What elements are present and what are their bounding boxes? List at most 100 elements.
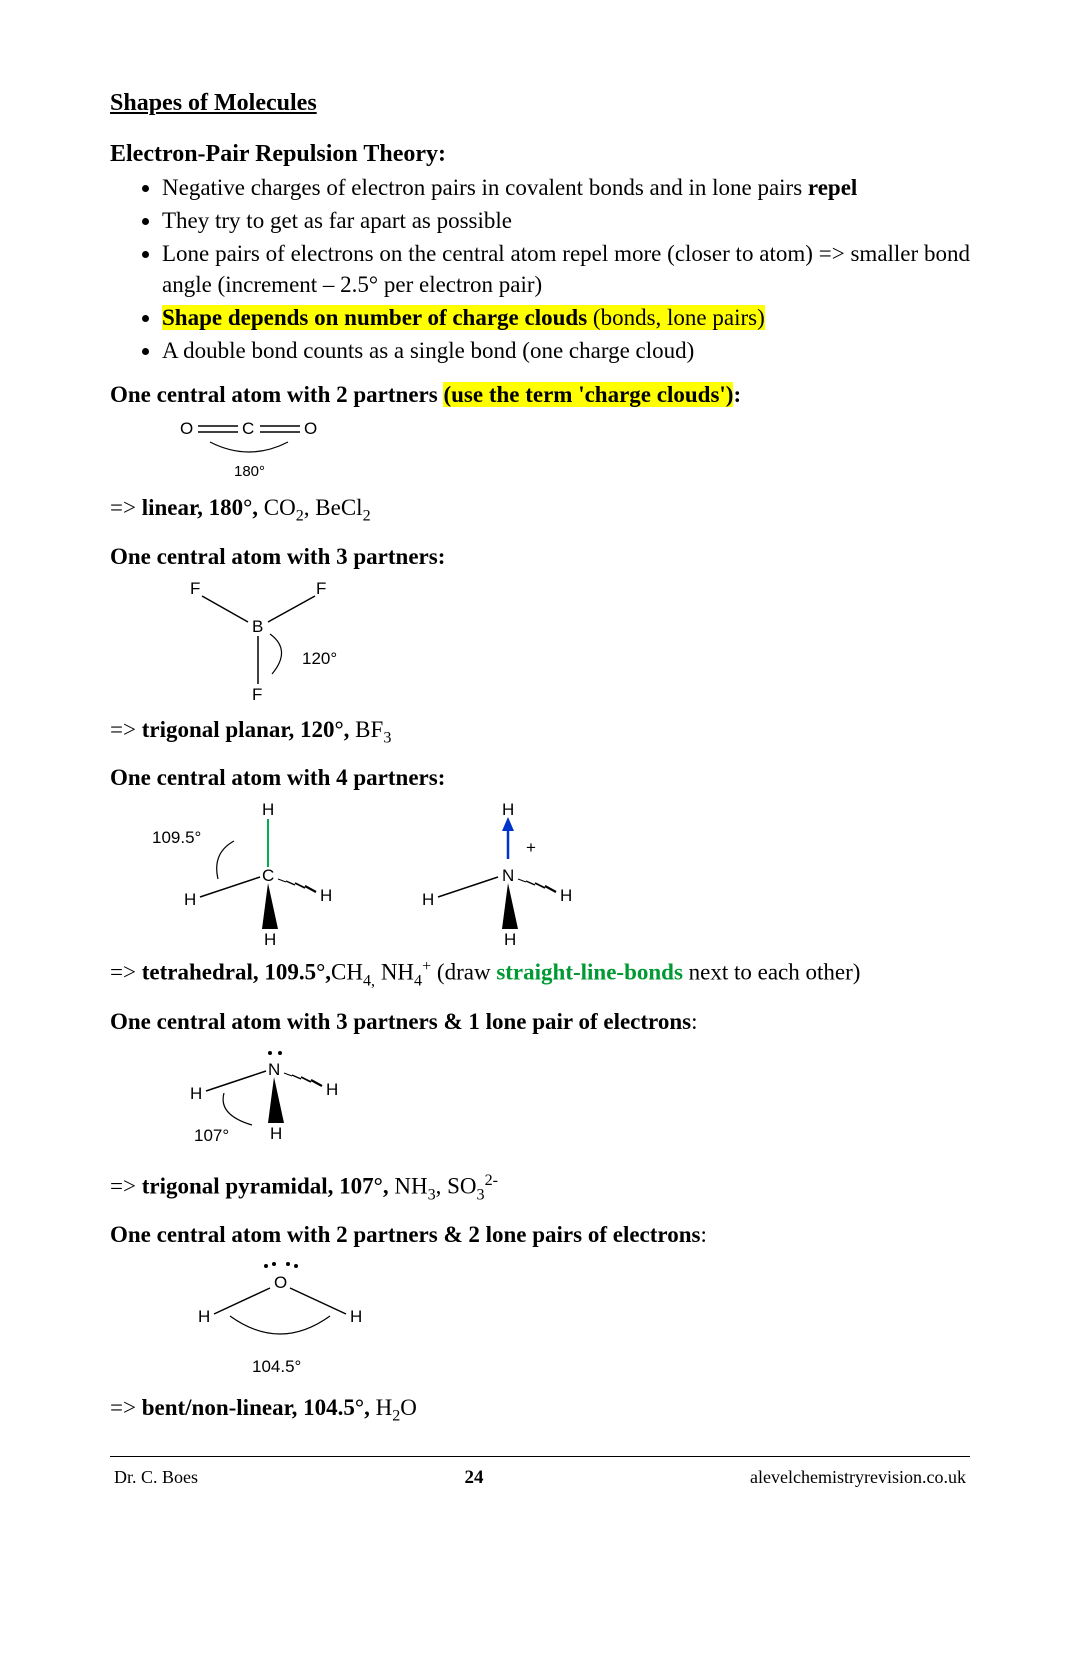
list-item: They try to get as far apart as possible xyxy=(162,205,970,236)
angle-label: 120° xyxy=(302,649,337,668)
svg-text:H: H xyxy=(198,1307,210,1326)
text: (draw xyxy=(431,960,496,985)
head-text: One central atom with 3 partners & 1 lon… xyxy=(110,1009,691,1034)
diagram-linear: O C O 180° xyxy=(170,414,970,489)
svg-text:H: H xyxy=(422,890,434,909)
highlight-text: Shape depends on number of charge clouds… xyxy=(162,305,765,330)
diagram-bent: O H H 104.5° xyxy=(170,1254,970,1389)
section-head-4partners: One central atom with 4 partners: xyxy=(110,765,970,791)
sub: 3 xyxy=(428,1186,436,1203)
svg-text:F: F xyxy=(190,579,200,598)
formula: CO xyxy=(264,495,296,520)
list-item: A double bond counts as a single bond (o… xyxy=(162,335,970,366)
formula: , SO xyxy=(436,1173,477,1198)
result-linear: => linear, 180°, CO2, BeCl2 xyxy=(110,495,970,526)
diagram-trigonal: F F B F 120° xyxy=(170,576,970,711)
formula: NH xyxy=(375,960,414,985)
head-text: One central atom with 2 partners xyxy=(110,382,443,407)
svg-text:H: H xyxy=(560,886,572,905)
svg-text:H: H xyxy=(320,886,332,905)
angle-label: 109.5° xyxy=(152,828,201,847)
highlight-text: (use the term 'charge clouds') xyxy=(443,382,733,407)
trigonal-svg: F F B F 120° xyxy=(170,576,430,706)
section-head-2partners: One central atom with 2 partners (use th… xyxy=(110,382,970,408)
arrow: => xyxy=(110,495,142,520)
result-tetra: => tetrahedral, 109.5°,CH4, NH4+ (draw s… xyxy=(110,958,970,990)
footer-rule xyxy=(110,1456,970,1457)
sup: 2- xyxy=(485,1172,498,1189)
diagram-tetra: H C H H H 109.5° H + N xyxy=(140,797,970,952)
angle-label: 107° xyxy=(194,1126,229,1145)
formula: , BeCl xyxy=(304,495,363,520)
text: next to each other) xyxy=(683,960,861,985)
footer: Dr. C. Boes 24 alevelchemistryrevision.c… xyxy=(110,1467,970,1489)
formula: CH xyxy=(331,960,363,985)
linear-svg: O C O 180° xyxy=(170,414,390,484)
sub: 3 xyxy=(477,1186,485,1203)
svg-text:B: B xyxy=(252,617,263,636)
pyramidal-svg: N H H H 107° xyxy=(170,1041,430,1161)
theory-bullets: Negative charges of electron pairs in co… xyxy=(110,172,970,366)
sub: 4, xyxy=(363,973,375,990)
svg-text:+: + xyxy=(526,838,536,857)
arrow: => xyxy=(110,960,142,985)
svg-text:O: O xyxy=(274,1273,287,1292)
dash-wedge-icon xyxy=(278,879,316,892)
diagram-pyramidal: N H H H 107° xyxy=(170,1041,970,1166)
result-pyramidal: => trigonal pyramidal, 107°, NH3, SO32- xyxy=(110,1172,970,1204)
svg-text:O: O xyxy=(304,419,317,438)
bullet-bold: Shape depends on number of charge clouds xyxy=(162,305,587,330)
footer-url: alevelchemistryrevision.co.uk xyxy=(750,1467,966,1489)
sub: 3 xyxy=(383,729,391,746)
list-item: Lone pairs of electrons on the central a… xyxy=(162,238,970,300)
head-text: : xyxy=(733,382,741,407)
result-bold: linear, 180°, xyxy=(142,495,264,520)
tetra-svg: H C H H H 109.5° H + N xyxy=(140,797,660,947)
dash-wedge-icon xyxy=(284,1073,322,1086)
svg-text:H: H xyxy=(184,890,196,909)
svg-text:H: H xyxy=(326,1080,338,1099)
svg-text:N: N xyxy=(268,1060,280,1079)
result-bold: tetrahedral, 109.5°, xyxy=(142,960,331,985)
section-head-3partners: One central atom with 3 partners: xyxy=(110,544,970,570)
svg-text:H: H xyxy=(190,1084,202,1103)
list-item: Negative charges of electron pairs in co… xyxy=(162,172,970,203)
bullet-text: (bonds, lone pairs) xyxy=(587,305,765,330)
svg-text:N: N xyxy=(502,866,514,885)
section-head-3p1lp: One central atom with 3 partners & 1 lon… xyxy=(110,1009,970,1035)
sub: 4 xyxy=(414,973,422,990)
angle-label: 180° xyxy=(234,463,265,480)
result-bold: trigonal pyramidal, 107°, xyxy=(142,1173,395,1198)
head-text: One central atom with 2 partners & 2 lon… xyxy=(110,1222,700,1247)
result-bent: => bent/non-linear, 104.5°, H2O xyxy=(110,1395,970,1426)
page-number: 24 xyxy=(465,1467,484,1489)
result-bold: bent/non-linear, 104.5°, xyxy=(142,1395,376,1420)
bullet-bold: repel xyxy=(808,175,857,200)
arrow: => xyxy=(110,717,142,742)
svg-text:C: C xyxy=(242,419,254,438)
angle-label: 104.5° xyxy=(252,1357,301,1376)
svg-text:H: H xyxy=(504,930,516,947)
colon: : xyxy=(700,1222,706,1247)
result-trigonal: => trigonal planar, 120°, BF3 xyxy=(110,717,970,748)
svg-text:F: F xyxy=(252,685,262,704)
arrow: => xyxy=(110,1173,142,1198)
svg-text:H: H xyxy=(502,800,514,819)
formula: O xyxy=(400,1395,417,1420)
bent-svg: O H H 104.5° xyxy=(170,1254,430,1384)
dash-wedge-icon xyxy=(518,879,556,892)
colon: : xyxy=(691,1009,697,1034)
green-text: straight-line-bonds xyxy=(496,960,683,985)
page: Shapes of Molecules Electron-Pair Repuls… xyxy=(0,0,1080,1539)
formula: H xyxy=(376,1395,393,1420)
svg-text:O: O xyxy=(180,419,193,438)
result-bold: trigonal planar, 120°, xyxy=(142,717,355,742)
page-title: Shapes of Molecules xyxy=(110,90,970,117)
footer-author: Dr. C. Boes xyxy=(114,1467,198,1489)
svg-text:H: H xyxy=(270,1124,282,1143)
arrow: => xyxy=(110,1395,142,1420)
svg-text:H: H xyxy=(350,1307,362,1326)
sub: 2 xyxy=(363,508,371,525)
svg-text:H: H xyxy=(262,800,274,819)
list-item: Shape depends on number of charge clouds… xyxy=(162,302,970,333)
